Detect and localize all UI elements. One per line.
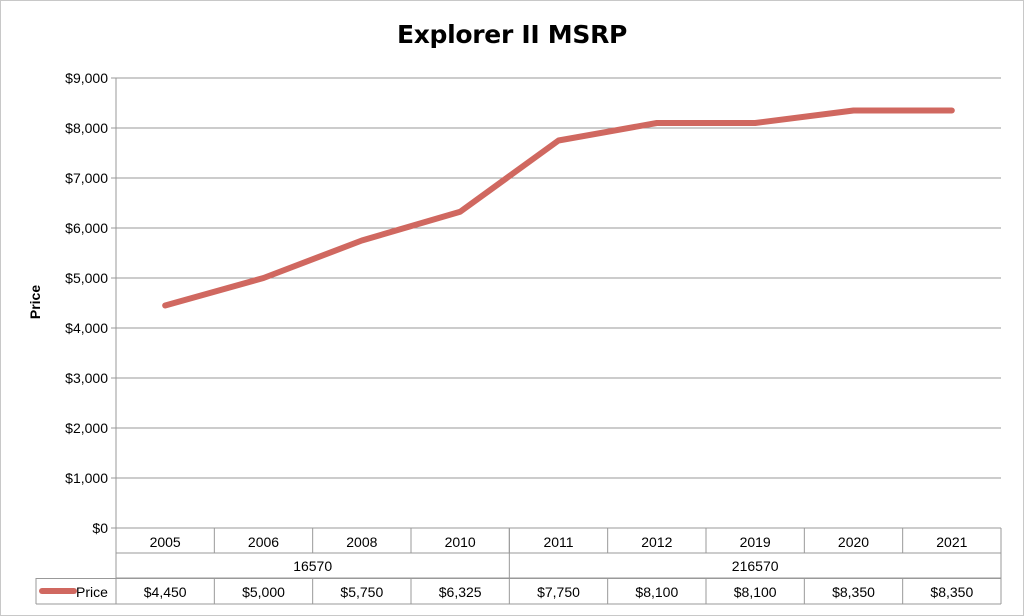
y-tick-label: $0 xyxy=(92,520,108,536)
y-tick-label: $8,000 xyxy=(65,120,108,136)
x-category-label: 2020 xyxy=(838,534,869,550)
series-line-price xyxy=(162,107,955,309)
data-table-value: $8,350 xyxy=(930,584,973,600)
chart-title: Explorer II MSRP xyxy=(396,20,628,49)
y-tick-label: $1,000 xyxy=(65,470,108,486)
y-tick-label: $5,000 xyxy=(65,270,108,286)
x-category-label: 2006 xyxy=(248,534,279,550)
y-axis-label: Price xyxy=(27,285,43,319)
x-category-label: 2008 xyxy=(346,534,377,550)
data-table-value: $8,100 xyxy=(734,584,777,600)
x-category-label: 2019 xyxy=(740,534,771,550)
y-tick-label: $6,000 xyxy=(65,220,108,236)
y-tick-label: $9,000 xyxy=(65,70,108,86)
x-category-label: 2010 xyxy=(445,534,476,550)
legend-label: Price xyxy=(76,584,108,600)
x-group-label: 216570 xyxy=(732,558,779,574)
y-tick-label: $2,000 xyxy=(65,420,108,436)
data-table-value: $8,350 xyxy=(832,584,875,600)
data-table-value: $5,750 xyxy=(340,584,383,600)
data-table-value: $4,450 xyxy=(144,584,187,600)
data-table: 2005 2006 2008 2010 2011 2012 2019 2020 2021 1657… xyxy=(35,528,1002,605)
x-category-label: 2005 xyxy=(150,534,181,550)
data-table-value: $8,100 xyxy=(635,584,678,600)
data-table-value: $7,750 xyxy=(537,584,580,600)
x-category-label: 2011 xyxy=(543,534,573,550)
data-table-value: $6,325 xyxy=(439,584,482,600)
x-category-label: 2021 xyxy=(936,534,967,550)
data-table-value: $5,000 xyxy=(242,584,285,600)
y-axis-ticks: $0 $1,000 $2,000 $3,000 $4,000 $5,000 $6,000 $7… xyxy=(65,70,108,536)
x-category-label: 2012 xyxy=(641,534,672,550)
y-tick-label: $3,000 xyxy=(65,370,108,386)
y-tick-label: $7,000 xyxy=(65,170,108,186)
series-layer xyxy=(162,107,955,309)
x-group-label: 16570 xyxy=(293,558,332,574)
y-tick-label: $4,000 xyxy=(65,320,108,336)
